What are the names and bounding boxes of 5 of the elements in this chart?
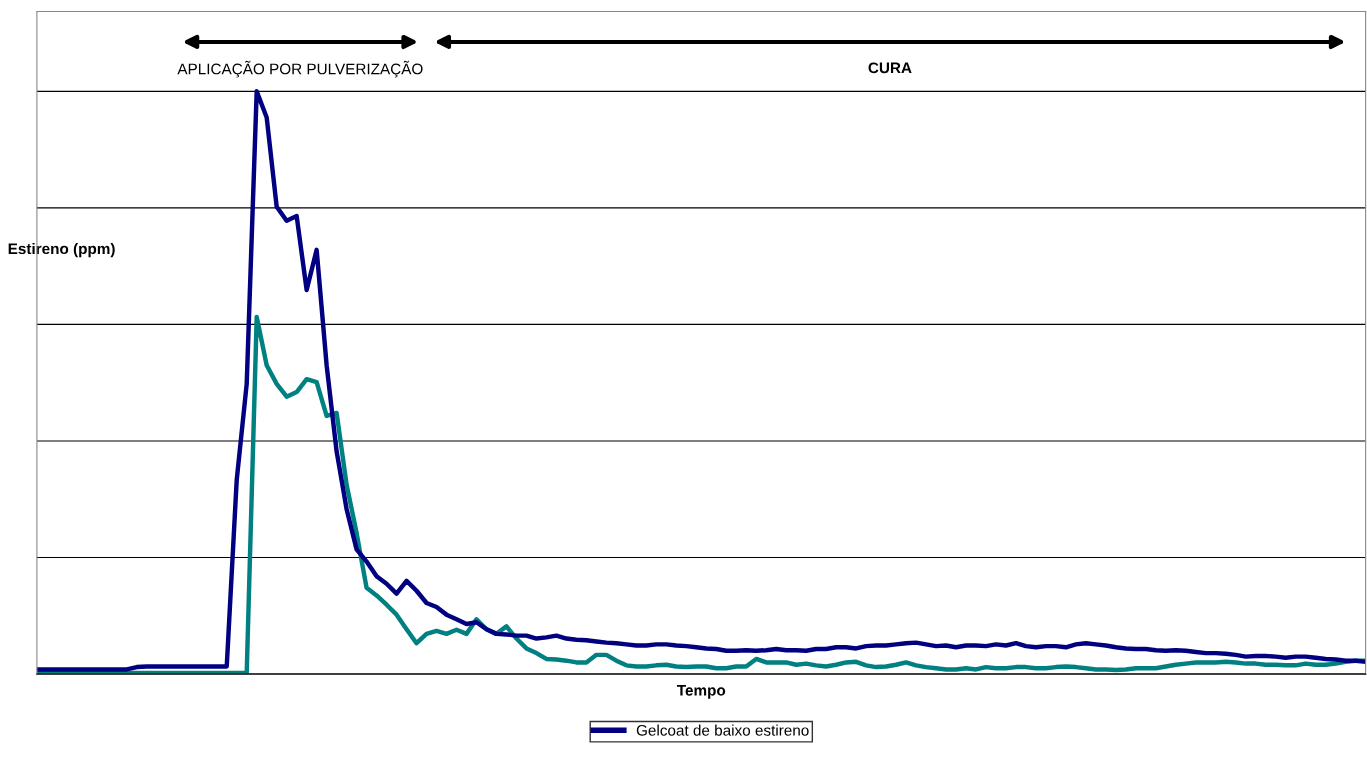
- text: APLICAÇÃO POR PULVERIZAÇÃO: [177, 60, 423, 78]
- legend-label: Gelcoat de baixo estireno: [636, 724, 809, 736]
- text: CURA: [868, 62, 912, 74]
- x-axis-title: Tempo: [676, 685, 726, 699]
- y-axis-title: Estireno (ppm): [8, 242, 115, 258]
